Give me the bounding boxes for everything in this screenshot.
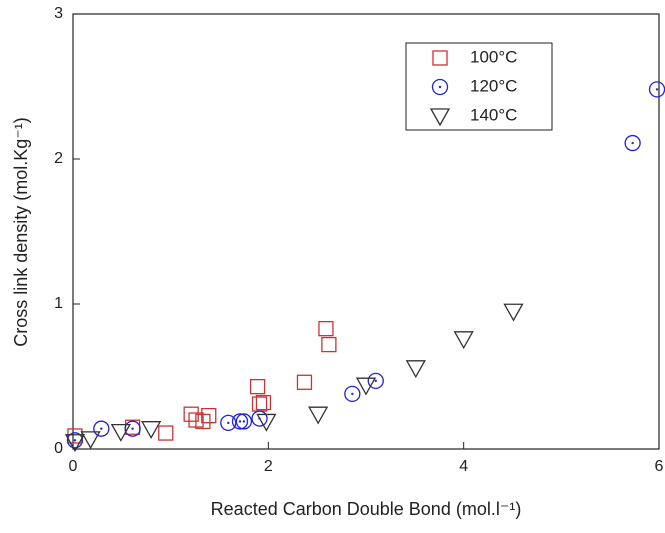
point-dot: [100, 427, 103, 430]
y-axis-label: Cross link density (mol.Kg⁻¹): [11, 117, 31, 347]
point: [66, 432, 84, 449]
point-dot: [238, 420, 242, 423]
legend-marker: [432, 50, 448, 66]
point: [453, 331, 474, 350]
y-tick-label: 1: [54, 295, 63, 312]
plot-frame: [72, 13, 660, 450]
point: [201, 407, 217, 424]
point: [318, 320, 334, 337]
point-dot: [242, 420, 246, 423]
point-dot: [374, 379, 377, 383]
point: [251, 410, 268, 427]
point: [251, 396, 268, 412]
point: [67, 428, 83, 444]
point: [405, 360, 426, 379]
legend-box: [405, 42, 553, 131]
point: [355, 377, 377, 396]
x-tick-label: 2: [264, 458, 273, 475]
x-tick-label: 0: [69, 458, 78, 475]
point: [64, 434, 86, 453]
point: [220, 414, 237, 432]
point-dot: [631, 141, 634, 145]
point: [141, 421, 162, 440]
legend-label: 100°C: [470, 47, 517, 66]
point: [124, 420, 141, 437]
y-tick-label: 2: [54, 150, 63, 167]
y-tick-label: 3: [54, 5, 63, 22]
y-tick-label: 0: [54, 440, 63, 457]
point: [158, 425, 174, 441]
point: [80, 431, 101, 450]
legend-label: 120°C: [470, 76, 517, 95]
point: [195, 413, 211, 430]
point: [93, 420, 110, 437]
point-dot: [73, 439, 77, 442]
legend-marker: [431, 78, 449, 96]
point: [503, 303, 524, 322]
point: [624, 134, 641, 152]
point: [249, 378, 266, 395]
point: [308, 406, 329, 425]
point: [110, 423, 131, 442]
point-dot: [131, 427, 134, 430]
point-dot: [351, 392, 354, 396]
point: [231, 413, 249, 430]
legend-label: 140°C: [470, 105, 517, 124]
point-dot: [655, 88, 659, 91]
point: [256, 413, 277, 432]
point: [344, 385, 361, 403]
point: [255, 394, 272, 411]
point: [235, 413, 253, 430]
point: [367, 372, 384, 390]
legend-marker-dot: [438, 85, 442, 89]
x-tick-label: 6: [655, 458, 664, 475]
x-tick-label: 4: [459, 458, 468, 475]
x-axis-label: Reacted Carbon Double Bond (mol.l⁻¹): [211, 499, 522, 519]
point: [296, 374, 313, 390]
legend-marker: [429, 108, 451, 127]
point-dot: [227, 421, 230, 425]
point: [321, 336, 337, 353]
